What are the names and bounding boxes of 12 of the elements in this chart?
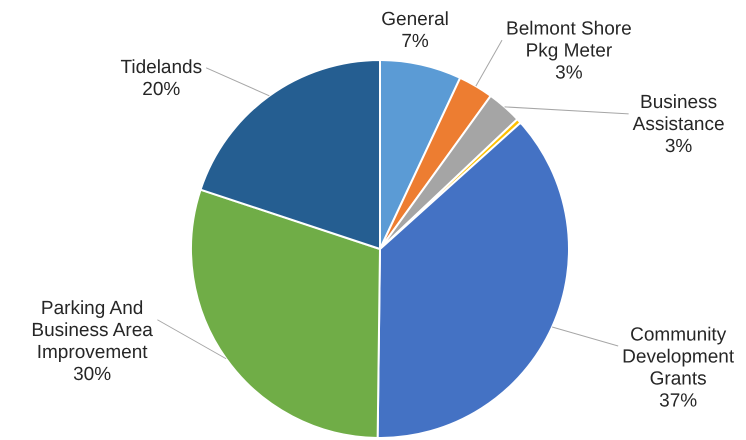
data-label: 30% — [73, 364, 112, 385]
data-label: 3% — [664, 136, 692, 158]
slice-label: Community Development Grants — [622, 324, 735, 390]
slice-label: General — [381, 8, 449, 30]
data-label: 7% — [401, 30, 429, 52]
slice-label: Tidelands — [120, 57, 202, 78]
slice-label: Parking And Business Area Improvement — [31, 298, 154, 363]
data-label: 37% — [659, 390, 698, 412]
data-label: 20% — [142, 79, 180, 100]
slice-label: Belmont Shore Pkg Meter — [506, 18, 632, 62]
data-label: 3% — [555, 62, 583, 84]
slice-label: Business Assistance — [632, 92, 725, 136]
